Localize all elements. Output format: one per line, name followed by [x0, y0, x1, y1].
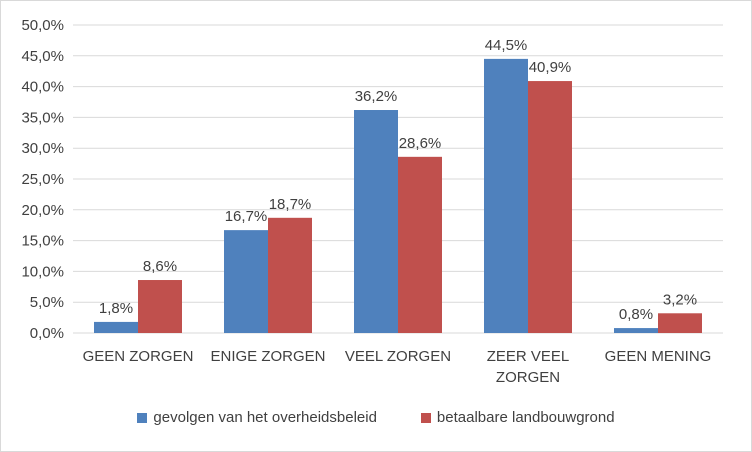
bar-series-2 [528, 81, 572, 333]
legend-label-series-2: betaalbare landbouwgrond [436, 409, 615, 426]
data-label-series-1: 0,8% [619, 306, 653, 323]
bar-series-1 [354, 110, 398, 334]
bars [94, 58, 702, 334]
y-tick-label: 40,0% [21, 79, 64, 96]
y-tick-label: 25,0% [21, 171, 64, 188]
bar-series-2 [268, 217, 312, 333]
legend-item-series-2: betaalbare landbouwgrond [420, 409, 615, 426]
x-tick-label: ZEER VEEL ZORGEN [487, 348, 570, 386]
y-tick-label: 0,0% [30, 325, 64, 342]
data-label-series-2: 3,2% [663, 291, 697, 308]
data-label-series-1: 44,5% [485, 37, 528, 54]
y-tick-label: 10,0% [21, 263, 64, 280]
y-tick-label: 50,0% [21, 17, 64, 34]
data-label-series-2: 28,6% [399, 135, 442, 152]
data-label-series-1: 16,7% [225, 208, 268, 225]
y-tick-label: 15,0% [21, 233, 64, 250]
x-tick-label: VEEL ZORGEN [345, 348, 451, 365]
bar-series-2 [398, 156, 442, 333]
bar-series-1 [224, 230, 268, 333]
bar-series-1 [614, 328, 658, 333]
legend-swatch-series-1 [137, 412, 148, 423]
y-tick-label: 5,0% [30, 294, 64, 311]
legend-item-series-1: gevolgen van het overheidsbeleid [137, 409, 377, 426]
legend-swatch-series-2 [420, 412, 431, 423]
data-label-series-1: 36,2% [355, 88, 398, 105]
x-axis-ticks: GEEN ZORGEN ENIGE ZORGEN VEEL ZORGEN ZEER V… [83, 348, 712, 386]
bar-chart: 0,0% 5,0% 10,0% 15,0% 20,0% 25,0% 30,0% 35,0% 40… [21, 17, 723, 386]
y-tick-label: 20,0% [21, 202, 64, 219]
data-label-series-1: 1,8% [99, 300, 133, 317]
data-label-series-2: 18,7% [269, 196, 312, 213]
x-tick-label: ENIGE ZORGEN [210, 348, 325, 365]
legend: gevolgen van het overheidsbeleid betaalb… [1, 409, 751, 426]
x-tick-label: GEEN ZORGEN [83, 348, 194, 365]
y-tick-label: 30,0% [21, 140, 64, 157]
legend-label-series-1: gevolgen van het overheidsbeleid [153, 409, 377, 426]
y-tick-label: 45,0% [21, 48, 64, 65]
data-label-series-2: 8,6% [143, 258, 177, 275]
data-labels: 1,8% 8,6% 16,7%18,7% 36,2% 28,6% 44,5%40,9% 0,… [99, 37, 697, 323]
bar-series-1 [94, 321, 138, 333]
bar-series-2 [138, 280, 182, 333]
bar-series-1 [484, 58, 528, 333]
data-label-series-2: 40,9% [529, 59, 572, 76]
x-tick-label: GEEN MENING [605, 348, 712, 365]
bar-series-2 [658, 313, 702, 333]
y-tick-label: 35,0% [21, 109, 64, 126]
y-axis-ticks: 0,0% 5,0% 10,0% 15,0% 20,0% 25,0% 30,0% 35,0% 40… [21, 17, 64, 342]
